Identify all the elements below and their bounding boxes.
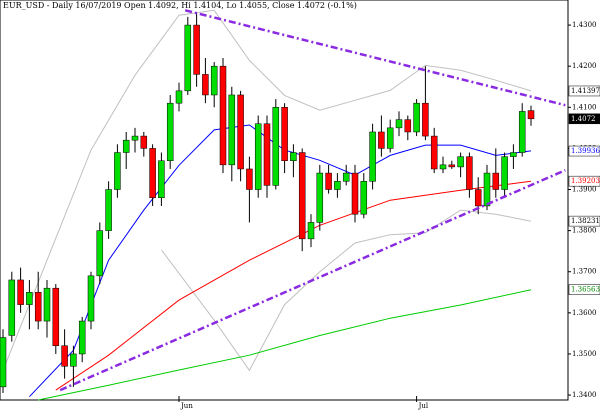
candle-body bbox=[70, 353, 77, 367]
indicator-line bbox=[2, 9, 532, 371]
candle-body bbox=[17, 279, 24, 305]
candle-body bbox=[316, 172, 324, 223]
plot-frame bbox=[0, 0, 569, 401]
candle-body bbox=[290, 152, 297, 161]
candle-body bbox=[184, 24, 192, 92]
candle-body bbox=[404, 119, 412, 133]
candle-body bbox=[360, 181, 368, 215]
candle-body bbox=[202, 74, 209, 96]
candle-body bbox=[26, 292, 33, 305]
candle-body bbox=[149, 148, 156, 198]
candle-body bbox=[263, 123, 271, 186]
candle-body bbox=[474, 189, 482, 207]
y-tick-label: 1.3900 bbox=[572, 186, 597, 194]
price-label: 1.39203 bbox=[571, 177, 600, 185]
candle-body bbox=[527, 110, 535, 120]
candle-body bbox=[307, 222, 315, 240]
chart-title: EUR_USD - Daily 16/07/2019 Open 1.4092, … bbox=[3, 1, 357, 10]
indicator-line bbox=[55, 180, 532, 391]
trend-line bbox=[59, 169, 566, 392]
indicator-line bbox=[38, 289, 532, 401]
candle-body bbox=[439, 164, 447, 170]
y-tick-label: 1.4100 bbox=[572, 103, 597, 111]
price-label: 1.4072 bbox=[571, 115, 596, 123]
y-tick-label: 1.3400 bbox=[572, 391, 597, 399]
candle-body bbox=[386, 127, 394, 149]
price-label-box bbox=[568, 113, 600, 125]
price-label: 1.36563 bbox=[571, 286, 600, 294]
x-tick-label: Jul bbox=[418, 402, 429, 410]
candle-body bbox=[518, 111, 526, 153]
candle-body bbox=[457, 156, 464, 168]
candle-body bbox=[0, 337, 7, 388]
candle-body bbox=[254, 123, 262, 190]
trend-line bbox=[184, 9, 566, 107]
price-label: 1.41397 bbox=[571, 87, 600, 95]
candle-body bbox=[298, 152, 306, 240]
candle-body bbox=[43, 287, 51, 322]
candle-body bbox=[175, 90, 183, 104]
candle-body bbox=[61, 345, 68, 367]
candle-body bbox=[369, 131, 376, 182]
candle-body bbox=[501, 156, 508, 190]
candle-body bbox=[166, 102, 174, 161]
candle-body bbox=[492, 172, 500, 190]
candle-body bbox=[378, 131, 385, 149]
y-tick-label: 1.3700 bbox=[572, 268, 597, 276]
candle-body bbox=[246, 168, 253, 190]
candle-body bbox=[140, 135, 148, 149]
candle-body bbox=[34, 292, 42, 322]
candle-body bbox=[131, 135, 139, 141]
candle-body bbox=[114, 152, 121, 190]
candle-body bbox=[78, 320, 86, 355]
candle-body bbox=[52, 287, 60, 346]
candle-body bbox=[281, 107, 288, 161]
y-tick-label: 1.3800 bbox=[572, 227, 597, 235]
indicator-line bbox=[161, 209, 532, 372]
x-tick-label: Jun bbox=[180, 402, 193, 410]
candle-body bbox=[272, 107, 280, 186]
candle-body bbox=[325, 172, 332, 190]
price-label-box bbox=[568, 145, 600, 157]
candle-body bbox=[158, 160, 165, 198]
y-tick-label: 1.3600 bbox=[572, 309, 597, 317]
price-label-box bbox=[568, 215, 600, 227]
candle-body bbox=[483, 172, 491, 207]
candle-body bbox=[87, 275, 95, 322]
price-label-box bbox=[568, 175, 600, 187]
y-tick-label: 1.4200 bbox=[572, 62, 597, 70]
candle-body bbox=[8, 279, 16, 336]
candle-body bbox=[210, 65, 218, 96]
candle-body bbox=[219, 65, 227, 166]
candle-body bbox=[342, 172, 350, 182]
candle-body bbox=[510, 152, 517, 157]
price-label-box bbox=[568, 85, 600, 97]
candle-body bbox=[96, 230, 104, 277]
candle-body bbox=[430, 135, 438, 170]
candle-body bbox=[105, 189, 112, 231]
candle-body bbox=[351, 172, 359, 215]
candle-body bbox=[228, 94, 236, 166]
candle-body bbox=[422, 102, 429, 137]
price-label: 1.39936 bbox=[571, 147, 600, 155]
candle-body bbox=[237, 94, 244, 170]
y-tick-label: 1.4300 bbox=[572, 21, 597, 29]
candle-body bbox=[395, 119, 403, 129]
price-label: 1.38231 bbox=[571, 217, 600, 225]
candle-body bbox=[334, 181, 341, 190]
candle-body bbox=[122, 139, 130, 153]
candle-body bbox=[193, 24, 200, 75]
candle-body bbox=[413, 102, 420, 133]
y-tick-label: 1.3500 bbox=[572, 350, 597, 358]
candle-body bbox=[448, 164, 456, 168]
candle-body bbox=[466, 156, 473, 190]
price-label-box bbox=[568, 284, 600, 295]
